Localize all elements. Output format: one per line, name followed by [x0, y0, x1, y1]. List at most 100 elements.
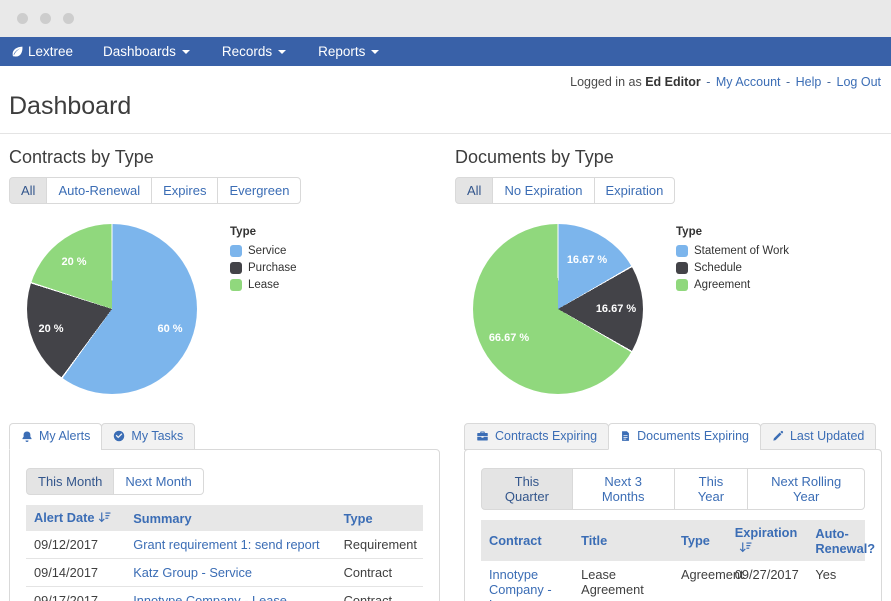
- filter-evergreen-button[interactable]: Evergreen: [217, 177, 301, 204]
- title-header[interactable]: Title: [573, 520, 673, 561]
- slice-label-statement-of-work: 16.67 %: [567, 254, 607, 266]
- nav-item-dashboards[interactable]: Dashboards: [103, 44, 190, 59]
- alerts-filter-group: This Month Next Month: [26, 468, 204, 495]
- documents-by-type-section: Documents by Type All No Expiration Expi…: [455, 147, 891, 394]
- legend-item-service[interactable]: Service: [230, 245, 297, 257]
- filter-expiration-button[interactable]: Expiration: [594, 177, 676, 204]
- filter-this-year-button[interactable]: This Year: [674, 468, 749, 510]
- alert-link[interactable]: Katz Group - Service: [133, 565, 252, 580]
- tab-my-tasks[interactable]: My Tasks: [101, 423, 195, 450]
- filter-all-button[interactable]: All: [9, 177, 47, 204]
- filter-next-rolling-year-button[interactable]: Next Rolling Year: [747, 468, 865, 510]
- documents-filter-group: All No Expiration Expiration: [455, 177, 675, 204]
- window-dot-1[interactable]: [17, 13, 28, 24]
- brand-logo[interactable]: Lextree: [10, 44, 73, 59]
- filter-this-quarter-button[interactable]: This Quarter: [481, 468, 573, 510]
- filter-next-month-button[interactable]: Next Month: [113, 468, 203, 495]
- nav-item-records[interactable]: Records: [222, 44, 286, 59]
- expiration-header[interactable]: Expiration: [727, 520, 808, 561]
- documents-section-title: Documents by Type: [455, 147, 891, 168]
- type-header[interactable]: Type: [336, 505, 423, 531]
- legend-item-schedule[interactable]: Schedule: [676, 262, 789, 274]
- alert-link[interactable]: Grant requirement 1: send report: [133, 537, 319, 552]
- logged-in-label: Logged in as: [570, 75, 645, 89]
- slice-label-schedule: 16.67 %: [596, 303, 636, 315]
- bell-icon: [21, 430, 33, 442]
- documents-legend: Type Statement of Work Schedule Agreemen…: [676, 214, 789, 394]
- service-swatch: [230, 245, 242, 257]
- sort-icon: [739, 541, 752, 556]
- filter-next-3-months-button[interactable]: Next 3 Months: [572, 468, 675, 510]
- expiring-panel: Contracts Expiring Documents Expiring La…: [464, 423, 882, 601]
- legend-title: Type: [676, 226, 789, 238]
- briefcase-icon: [476, 430, 489, 442]
- table-row: 09/17/2017 Innotype Company - Lease Cont…: [26, 587, 423, 601]
- check-circle-icon: [113, 430, 125, 442]
- type-header[interactable]: Type: [673, 520, 727, 561]
- documents-pie-chart: 16.67 % 16.67 % 66.67 % Type Statement o…: [455, 214, 891, 394]
- tab-my-alerts[interactable]: My Alerts: [9, 423, 102, 450]
- expiring-table: Contract Title Type Expiration Auto-Rene…: [481, 520, 865, 601]
- file-icon: [620, 430, 631, 442]
- chevron-down-icon: [278, 50, 286, 54]
- alert-link[interactable]: Innotype Company - Lease: [133, 593, 287, 601]
- window-dot-3[interactable]: [63, 13, 74, 24]
- filter-no-expiration-button[interactable]: No Expiration: [492, 177, 594, 204]
- tab-documents-expiring[interactable]: Documents Expiring: [608, 423, 761, 450]
- legend-item-lease[interactable]: Lease: [230, 279, 297, 291]
- expiring-filter-group: This Quarter Next 3 Months This Year Nex…: [481, 468, 865, 510]
- filter-all-button[interactable]: All: [455, 177, 493, 204]
- legend-item-statement-of-work[interactable]: Statement of Work: [676, 245, 789, 257]
- page-title: Dashboard: [9, 92, 891, 121]
- purchase-swatch: [230, 262, 242, 274]
- tab-contracts-expiring[interactable]: Contracts Expiring: [464, 423, 609, 450]
- slice-label-agreement: 66.67 %: [489, 332, 529, 344]
- summary-header[interactable]: Summary: [125, 505, 335, 531]
- nav-item-reports[interactable]: Reports: [318, 44, 379, 59]
- my-account-link[interactable]: My Account: [716, 75, 781, 89]
- bottom-panels: My Alerts My Tasks This Month Next Month: [0, 423, 891, 601]
- legend-title: Type: [230, 226, 297, 238]
- user-name: Ed Editor: [645, 75, 701, 89]
- chevron-down-icon: [371, 50, 379, 54]
- filter-auto-renewal-button[interactable]: Auto-Renewal: [46, 177, 152, 204]
- expiring-tabs: Contracts Expiring Documents Expiring La…: [464, 423, 882, 450]
- main-nav: Lextree Dashboards Records Reports: [0, 37, 891, 66]
- auto-renewal-header[interactable]: Auto-Renewal?: [807, 520, 865, 561]
- alert-date-header[interactable]: Alert Date: [26, 505, 125, 531]
- help-link[interactable]: Help: [796, 75, 822, 89]
- contract-link[interactable]: Innotype Company - Lease: [489, 567, 552, 601]
- contracts-by-type-section: Contracts by Type All Auto-Renewal Expir…: [9, 147, 455, 394]
- charts-row: Contracts by Type All Auto-Renewal Expir…: [0, 134, 891, 394]
- slice-label-lease: 20 %: [61, 256, 86, 268]
- pencil-icon: [772, 430, 784, 442]
- user-bar: Logged in as Ed Editor - My Account - He…: [0, 66, 891, 89]
- filter-expires-button[interactable]: Expires: [151, 177, 218, 204]
- alerts-panel-body: This Month Next Month Alert Date Summary…: [9, 449, 440, 601]
- statement-of-work-swatch: [676, 245, 688, 257]
- app-window: Lextree Dashboards Records Reports Logge…: [0, 0, 891, 601]
- slice-label-service: 60 %: [157, 323, 182, 335]
- alerts-table: Alert Date Summary Type 09/12/2017 Grant…: [26, 505, 423, 601]
- log-out-link[interactable]: Log Out: [837, 75, 881, 89]
- window-dot-2[interactable]: [40, 13, 51, 24]
- contracts-pie-chart: 60 % 20 % 20 % Type Service Purchase: [9, 214, 455, 394]
- table-row: 09/14/2017 Katz Group - Service Contract: [26, 559, 423, 587]
- filter-this-month-button[interactable]: This Month: [26, 468, 114, 495]
- legend-item-purchase[interactable]: Purchase: [230, 262, 297, 274]
- contracts-legend: Type Service Purchase Lease: [230, 214, 297, 394]
- brand-label: Lextree: [28, 44, 73, 59]
- lease-swatch: [230, 279, 242, 291]
- contract-header[interactable]: Contract: [481, 520, 573, 561]
- table-row: Innotype Company - Lease Lease Agreement…: [481, 561, 865, 601]
- contracts-section-title: Contracts by Type: [9, 147, 455, 168]
- leaf-icon: [10, 45, 24, 59]
- contracts-pie[interactable]: [27, 224, 197, 394]
- window-chrome: [0, 0, 891, 37]
- expiring-panel-body: This Quarter Next 3 Months This Year Nex…: [464, 449, 882, 601]
- tab-last-updated[interactable]: Last Updated: [760, 423, 876, 450]
- legend-item-agreement[interactable]: Agreement: [676, 279, 789, 291]
- sort-icon: [98, 511, 111, 526]
- contracts-filter-group: All Auto-Renewal Expires Evergreen: [9, 177, 301, 204]
- chevron-down-icon: [182, 50, 190, 54]
